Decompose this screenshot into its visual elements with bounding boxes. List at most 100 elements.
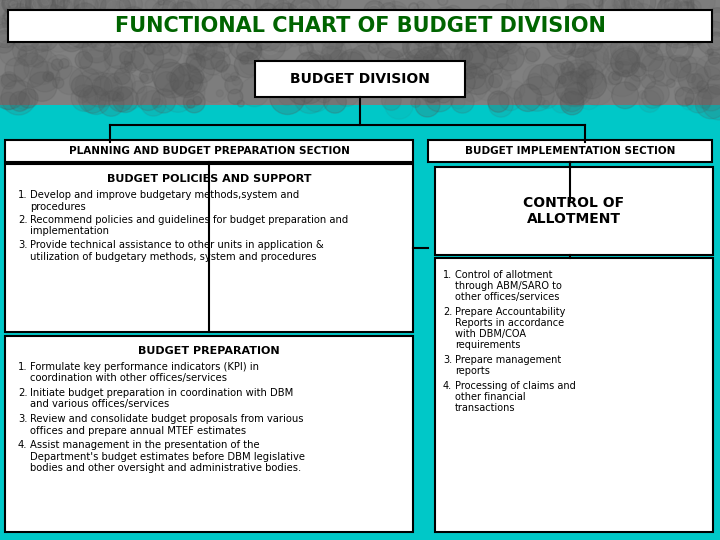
Circle shape [379,0,395,12]
Circle shape [0,15,14,33]
Circle shape [644,26,657,39]
Circle shape [53,77,64,89]
Circle shape [347,63,357,73]
Circle shape [103,25,112,33]
Circle shape [330,0,336,6]
Circle shape [477,25,510,58]
Circle shape [678,63,708,93]
Circle shape [259,8,280,29]
Circle shape [553,36,570,53]
Circle shape [518,46,528,55]
Circle shape [168,0,186,18]
Circle shape [680,56,697,73]
Circle shape [247,15,258,26]
Text: and various offices/services: and various offices/services [30,400,169,409]
Circle shape [57,1,73,16]
Circle shape [456,25,483,52]
Text: Formulate key performance indicators (KPI) in: Formulate key performance indicators (KP… [30,362,259,372]
Circle shape [381,3,396,18]
Circle shape [262,71,285,94]
Circle shape [140,91,166,116]
Circle shape [78,85,107,113]
Circle shape [647,20,670,44]
Circle shape [199,20,205,26]
Circle shape [382,2,408,27]
Circle shape [483,32,503,52]
Circle shape [150,32,168,50]
Circle shape [15,15,37,38]
Circle shape [379,33,387,42]
Circle shape [240,10,248,18]
Circle shape [426,58,449,82]
Circle shape [73,0,106,20]
Circle shape [100,0,131,25]
Circle shape [4,23,12,30]
Circle shape [644,29,662,46]
Circle shape [14,53,48,87]
Circle shape [462,63,494,94]
Circle shape [136,86,161,111]
Circle shape [566,23,571,28]
Circle shape [516,17,532,33]
Circle shape [262,37,279,55]
Circle shape [176,22,184,29]
Circle shape [244,0,269,13]
Circle shape [634,22,644,31]
Circle shape [644,14,653,23]
Circle shape [431,57,442,69]
Circle shape [46,72,54,80]
Circle shape [612,72,620,80]
Circle shape [498,18,508,28]
Circle shape [437,71,455,88]
Circle shape [230,72,239,81]
Circle shape [513,0,533,15]
Circle shape [463,66,485,89]
Circle shape [71,3,99,32]
Circle shape [198,21,224,46]
Circle shape [665,0,688,17]
Circle shape [605,62,640,97]
Circle shape [263,6,273,16]
Circle shape [526,48,540,62]
Circle shape [163,0,192,24]
Circle shape [324,0,337,7]
Circle shape [147,32,182,68]
Circle shape [413,46,449,83]
Text: Develop and improve budgetary methods,system and: Develop and improve budgetary methods,sy… [30,190,300,200]
Circle shape [94,73,122,101]
Circle shape [675,87,694,106]
Circle shape [603,42,637,75]
Circle shape [125,31,141,48]
Circle shape [6,40,14,48]
Circle shape [246,15,253,23]
Circle shape [184,0,201,15]
Circle shape [18,45,37,65]
Circle shape [80,0,99,14]
Circle shape [104,48,131,75]
Circle shape [250,41,256,47]
Circle shape [184,91,205,113]
Circle shape [12,31,48,67]
Circle shape [685,87,711,113]
Circle shape [677,14,692,29]
Circle shape [708,52,720,64]
Circle shape [32,0,50,16]
Circle shape [365,64,372,71]
Circle shape [566,6,575,15]
Circle shape [520,77,554,111]
Circle shape [119,0,143,16]
Circle shape [121,0,132,10]
Circle shape [662,15,676,29]
Circle shape [431,12,435,17]
Circle shape [1,72,17,87]
Circle shape [179,9,194,24]
Circle shape [176,8,195,26]
Circle shape [315,86,333,103]
Circle shape [685,24,700,38]
Circle shape [86,8,122,43]
Bar [5,164,413,332]
Circle shape [358,16,366,24]
Circle shape [415,92,440,117]
Circle shape [689,3,698,12]
Circle shape [543,65,553,76]
